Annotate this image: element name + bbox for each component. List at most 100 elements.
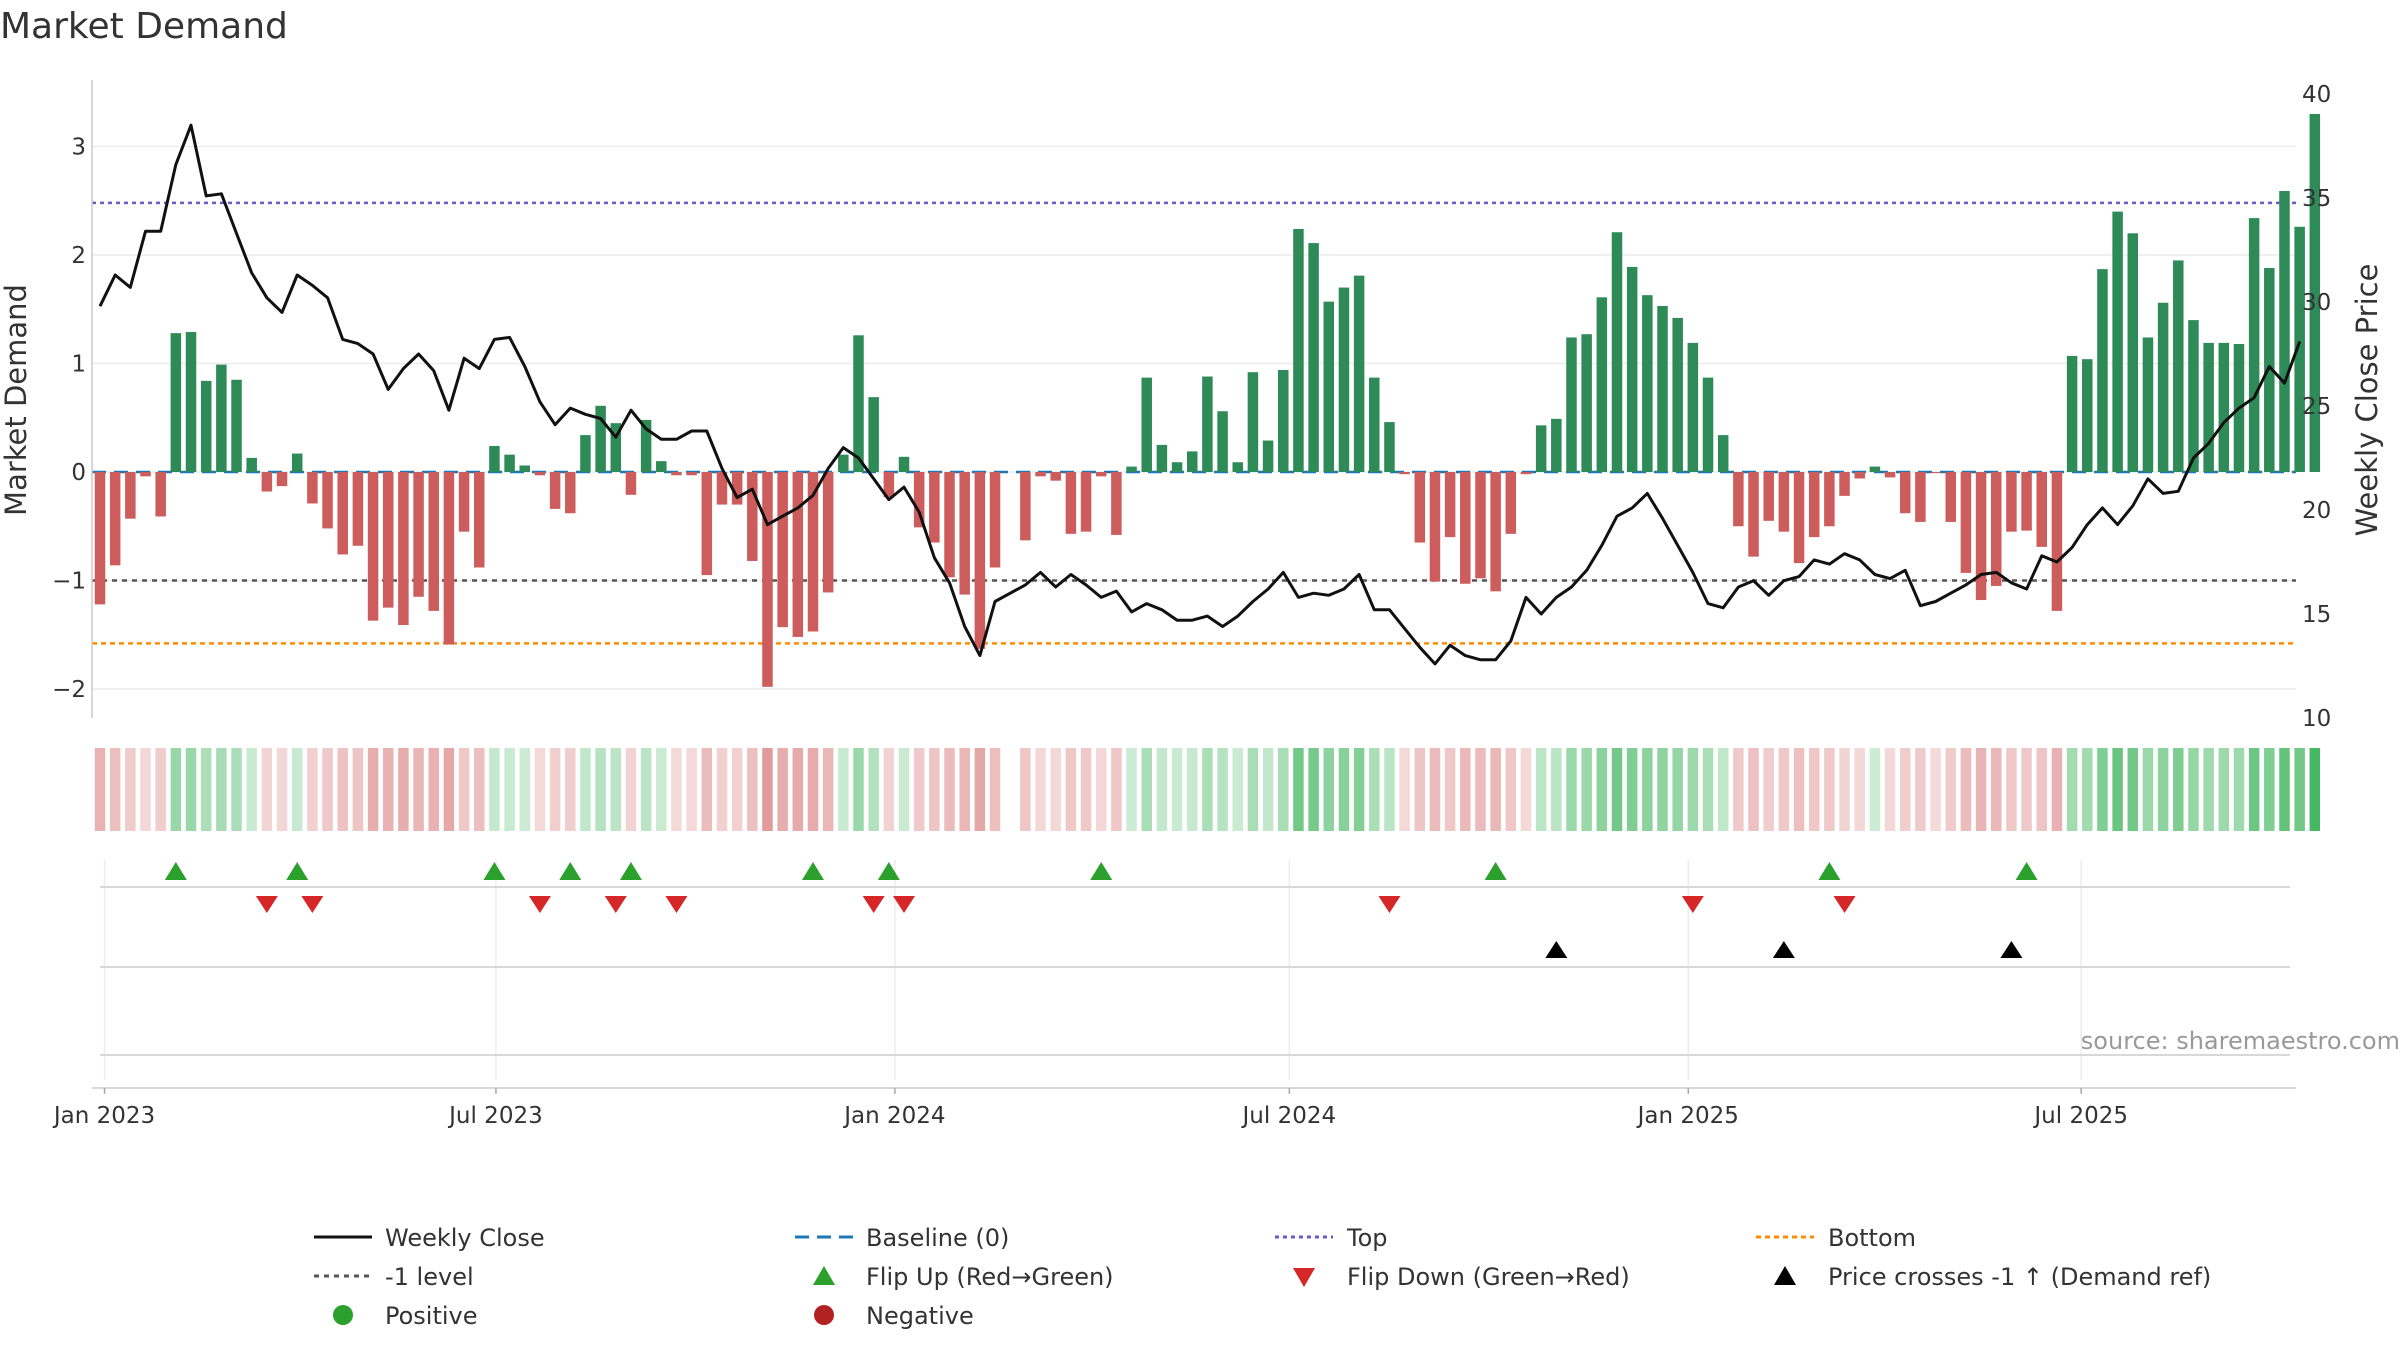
demand-bar-negative bbox=[352, 472, 364, 546]
demand-bar-negative bbox=[1854, 472, 1865, 479]
demand-bar-positive bbox=[1687, 342, 1699, 472]
demand-bar-negative bbox=[261, 472, 273, 492]
demand-bar-positive bbox=[838, 454, 849, 472]
strip-cell bbox=[610, 748, 622, 831]
strip-cell bbox=[2157, 748, 2169, 831]
demand-bar-negative bbox=[398, 472, 409, 625]
strip-cell bbox=[1308, 748, 1319, 831]
y-tick-label: 0 bbox=[71, 460, 86, 486]
demand-bar-negative bbox=[1778, 472, 1790, 532]
demand-bar-negative bbox=[747, 472, 758, 561]
strip-cell bbox=[2097, 748, 2108, 831]
demand-bar-positive bbox=[610, 423, 622, 472]
demand-bar-positive bbox=[2157, 302, 2169, 472]
demand-bar-negative bbox=[1733, 472, 1744, 527]
strip-cell bbox=[777, 748, 788, 831]
flip-down-marker bbox=[604, 896, 627, 913]
strip-cell bbox=[276, 748, 288, 831]
demand-bar-positive bbox=[1293, 228, 1304, 472]
source-credit: source: sharemaestro.com bbox=[2081, 1027, 2400, 1055]
y2-tick-label: 25 bbox=[2302, 394, 2331, 420]
demand-bar-negative bbox=[1899, 472, 1911, 514]
strip-cell bbox=[1626, 748, 1638, 831]
demand-bar-negative bbox=[807, 472, 819, 632]
strip-cell bbox=[929, 748, 940, 831]
event-markers bbox=[164, 862, 2038, 958]
strip-cell bbox=[2112, 748, 2123, 831]
demand-bar-negative bbox=[1505, 472, 1517, 534]
x-tick-label: Jan 2025 bbox=[1636, 1103, 1739, 1129]
demand-bar-negative bbox=[777, 472, 788, 628]
y-tick-label: 1 bbox=[71, 352, 86, 378]
strip-cell bbox=[534, 748, 546, 831]
demand-bar-positive bbox=[2294, 226, 2305, 472]
strip-cell bbox=[307, 748, 318, 831]
strip-cell bbox=[1262, 748, 1274, 831]
y2-tick-label: 10 bbox=[2302, 706, 2331, 732]
demand-bar-positive bbox=[2188, 320, 2199, 472]
demand-bar-negative bbox=[2051, 472, 2063, 611]
strip-cell bbox=[1156, 748, 1168, 831]
strip-cell bbox=[1217, 748, 1228, 831]
y2-tick-label: 20 bbox=[2302, 498, 2331, 524]
demand-bar-negative bbox=[1460, 472, 1471, 584]
strip-cell bbox=[1111, 748, 1122, 831]
demand-bar-positive bbox=[580, 435, 591, 472]
strip-cell bbox=[807, 748, 819, 831]
demand-bar-positive bbox=[1126, 466, 1137, 472]
flip-down-marker bbox=[893, 896, 916, 913]
x-tick-label: Jul 2024 bbox=[1241, 1103, 1337, 1129]
demand-bar-positive bbox=[185, 332, 197, 472]
demand-bar-negative bbox=[1839, 472, 1850, 496]
legend-weekly-close: Weekly Close bbox=[385, 1224, 545, 1252]
demand-bar-positive bbox=[291, 453, 303, 472]
demand-bar-negative bbox=[94, 472, 106, 605]
y2-tick-label: 40 bbox=[2302, 82, 2331, 108]
strip-cell bbox=[595, 748, 606, 831]
legend-top: Top bbox=[1346, 1224, 1388, 1252]
flip-down-marker bbox=[528, 896, 551, 913]
strip-cell bbox=[291, 748, 303, 831]
strip-cell bbox=[1186, 748, 1198, 831]
demand-bar-negative bbox=[565, 472, 576, 514]
left-y-ticks: −2 −1 0 1 2 3 bbox=[52, 135, 86, 704]
demand-bar-positive bbox=[595, 405, 606, 472]
legend-flip-down: Flip Down (Green→Red) bbox=[1347, 1263, 1630, 1291]
flip-up-marker bbox=[286, 862, 309, 880]
legend-price-cross: Price crosses -1 ↑ (Demand ref) bbox=[1828, 1263, 2211, 1291]
strip-cell bbox=[580, 748, 591, 831]
demand-bar-positive bbox=[1232, 462, 1243, 472]
demand-bar-positive bbox=[1323, 301, 1335, 472]
demand-bar-positive bbox=[2264, 268, 2275, 472]
flip-up-marker bbox=[483, 862, 506, 880]
legend-flip-up: Flip Up (Red→Green) bbox=[866, 1263, 1114, 1291]
demand-bar-negative bbox=[2036, 472, 2048, 547]
demand-bar-negative bbox=[1991, 472, 2002, 586]
strip-cell bbox=[261, 748, 273, 831]
y-tick-label: −1 bbox=[52, 569, 86, 595]
demand-bar-positive bbox=[1156, 444, 1168, 472]
demand-bar-positive bbox=[1626, 266, 1638, 472]
strip-cell bbox=[504, 748, 515, 831]
strip-cell bbox=[747, 748, 758, 831]
demand-bar-positive bbox=[1202, 376, 1213, 472]
strip-cell bbox=[1323, 748, 1335, 831]
demand-bar-positive bbox=[640, 419, 652, 472]
demand-bar-positive bbox=[656, 461, 667, 472]
strip-cell bbox=[1278, 748, 1289, 831]
strip-cell bbox=[1839, 748, 1850, 831]
strip-cell bbox=[1884, 748, 1896, 831]
strip-cell bbox=[1793, 748, 1805, 831]
demand-bar-negative bbox=[883, 472, 895, 497]
demand-bar-positive bbox=[200, 380, 212, 472]
strip-cell bbox=[1657, 748, 1668, 831]
x-tick-label: Jul 2025 bbox=[2032, 1103, 2128, 1129]
demand-bar-negative bbox=[686, 472, 697, 476]
demand-bar-negative bbox=[1444, 472, 1456, 538]
demand-bar-positive bbox=[1369, 377, 1380, 472]
demand-heat-strip bbox=[94, 748, 2321, 831]
demand-bar-negative bbox=[1824, 472, 1835, 527]
demand-bar-positive bbox=[216, 364, 227, 472]
legend-positive-icon bbox=[333, 1305, 353, 1325]
demand-bar-positive bbox=[1566, 337, 1577, 472]
